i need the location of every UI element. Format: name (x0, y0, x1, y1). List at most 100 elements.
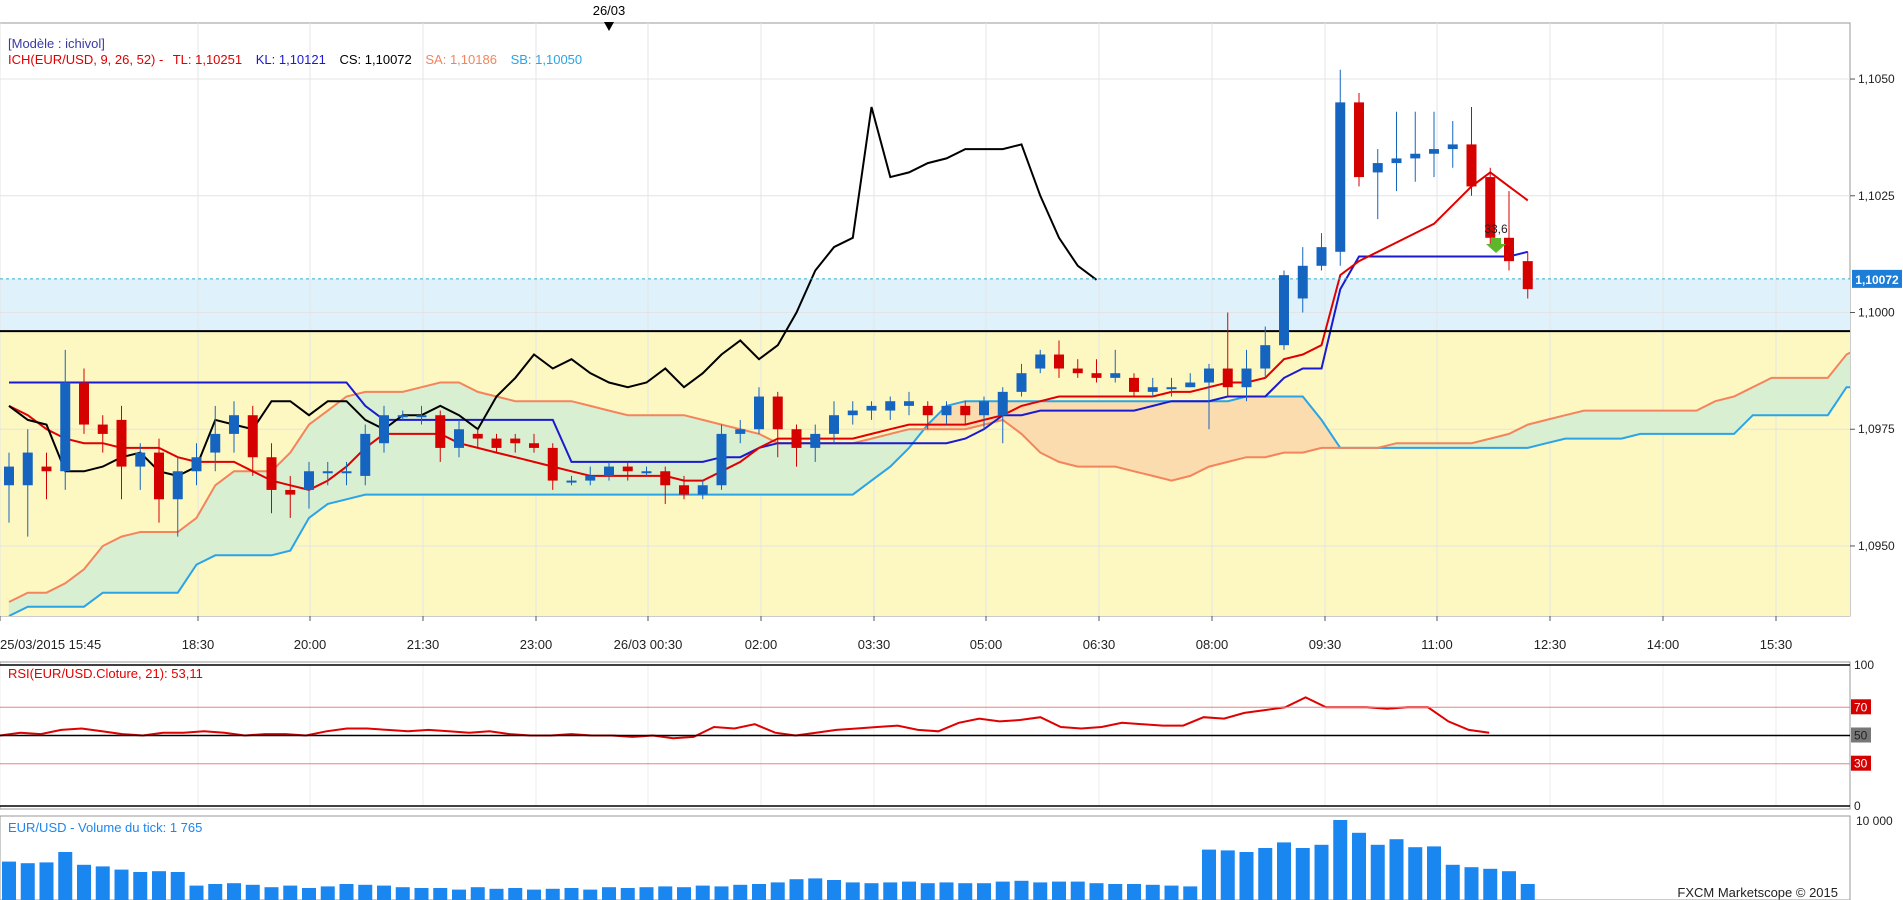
price-tick-label: 1,1000 (1858, 305, 1895, 319)
candle-up (979, 396, 989, 430)
volume-bar (1052, 881, 1066, 900)
candle-down (491, 433, 502, 453)
volume-bar (170, 872, 185, 900)
candle-down (247, 405, 258, 476)
cloud-segment (1246, 396, 1266, 458)
candle-body (1372, 163, 1383, 173)
volume-bar (1014, 880, 1029, 900)
volume-bar (414, 888, 429, 900)
zone-layer (0, 278, 1850, 616)
cloud-segment (1677, 410, 1697, 435)
footer-brand: FXCM Marketscope © 2015 (1677, 885, 1838, 900)
model-label: [Modèle : ichivol] (8, 36, 105, 51)
candle-body (1447, 144, 1458, 150)
candle-down (547, 443, 558, 490)
candle-body (285, 489, 296, 495)
candle-up (60, 349, 71, 490)
time-tick-label: 02:00 (745, 637, 778, 652)
current-price-tag-bg (1852, 269, 1902, 288)
volume-bar (620, 888, 635, 900)
candle-body (960, 405, 971, 416)
cloud-segment (158, 531, 178, 593)
volume-bar (1277, 842, 1291, 900)
candle-down (266, 443, 277, 514)
volume-bar (358, 884, 373, 900)
candle-up (1335, 69, 1346, 266)
time-tick-label: 25/03/2015 15:45 (0, 637, 101, 652)
candle-body (229, 415, 239, 434)
candle-up (360, 424, 371, 486)
cloud-segment (1640, 410, 1660, 435)
candle-down (472, 429, 483, 448)
candle-up (416, 405, 427, 425)
candle-body (697, 485, 708, 495)
tl-value: TL: 1,10251 (173, 52, 242, 67)
candle-body (1129, 377, 1139, 392)
candle-body (566, 480, 577, 483)
cloud-segment (402, 386, 422, 495)
current-price-tag: 1,10072 (1852, 269, 1902, 288)
candle-up (341, 461, 352, 486)
price-tick-label: 1,1050 (1858, 72, 1895, 86)
rsi-axis: 100 70 50 30 0 (1851, 657, 1874, 813)
candle-body (772, 396, 783, 430)
candle-up (22, 429, 33, 537)
candle-body (547, 447, 558, 481)
candle-body (997, 391, 1008, 416)
volume-bar (920, 883, 935, 900)
candle-down (510, 433, 521, 453)
volume-bar (1258, 848, 1273, 900)
volume-bar (2, 861, 16, 900)
volume-bar (527, 889, 541, 900)
candle-body (1391, 158, 1402, 164)
volume-bar (808, 878, 823, 900)
cloud-segment (740, 428, 760, 495)
candle-body (172, 471, 183, 500)
candle-up (810, 424, 821, 462)
candle-up (1260, 326, 1271, 378)
candle-up (1204, 363, 1214, 430)
candle-body (622, 466, 633, 472)
rsi-levels (0, 664, 1850, 807)
cloud-segment (815, 442, 835, 495)
candle-body (866, 405, 877, 411)
candle-up (1391, 111, 1402, 192)
volume-bar (1164, 885, 1179, 900)
volume-bar (939, 882, 954, 900)
candle-up (754, 387, 764, 434)
volume-bar (452, 889, 466, 900)
candle-body (1279, 275, 1289, 346)
cloud-segment (121, 531, 141, 593)
candle-body (735, 429, 746, 434)
cloud-segment (1190, 400, 1210, 477)
candle-down (1091, 359, 1102, 383)
time-tick-label: 15:30 (1760, 637, 1793, 652)
cloud-segment (683, 414, 703, 495)
cloud-segment (140, 531, 160, 593)
volume-axis: 10 000 (1856, 814, 1893, 828)
candle-body (210, 433, 221, 453)
volume-bar (1202, 849, 1216, 900)
candle-body (1504, 237, 1514, 262)
rsi-title: RSI(EUR/USD.Cloture, 21): 53,11 (8, 666, 203, 681)
cloud-segment (1171, 400, 1191, 481)
candle-up (1279, 270, 1289, 350)
candle-down (960, 401, 971, 425)
candle-body (1466, 144, 1477, 187)
candle-up (1447, 121, 1458, 168)
candle-up (1429, 111, 1439, 178)
candle-body (885, 401, 896, 411)
candle-down (1222, 312, 1233, 397)
chikou-line (8, 106, 1098, 477)
candle-body (829, 415, 839, 434)
volume-bar (1389, 839, 1404, 900)
current-price-tag-text: 1,10072 (1855, 273, 1899, 287)
volume-bar (1108, 884, 1123, 900)
volume-bar (508, 888, 523, 900)
volume-bar (39, 862, 54, 900)
time-tick-label: 26/03 00:30 (614, 637, 683, 652)
volume-bar (1333, 820, 1348, 900)
candle-down (116, 405, 127, 500)
volume-bar (1483, 868, 1498, 900)
cloud-segment (27, 592, 47, 607)
